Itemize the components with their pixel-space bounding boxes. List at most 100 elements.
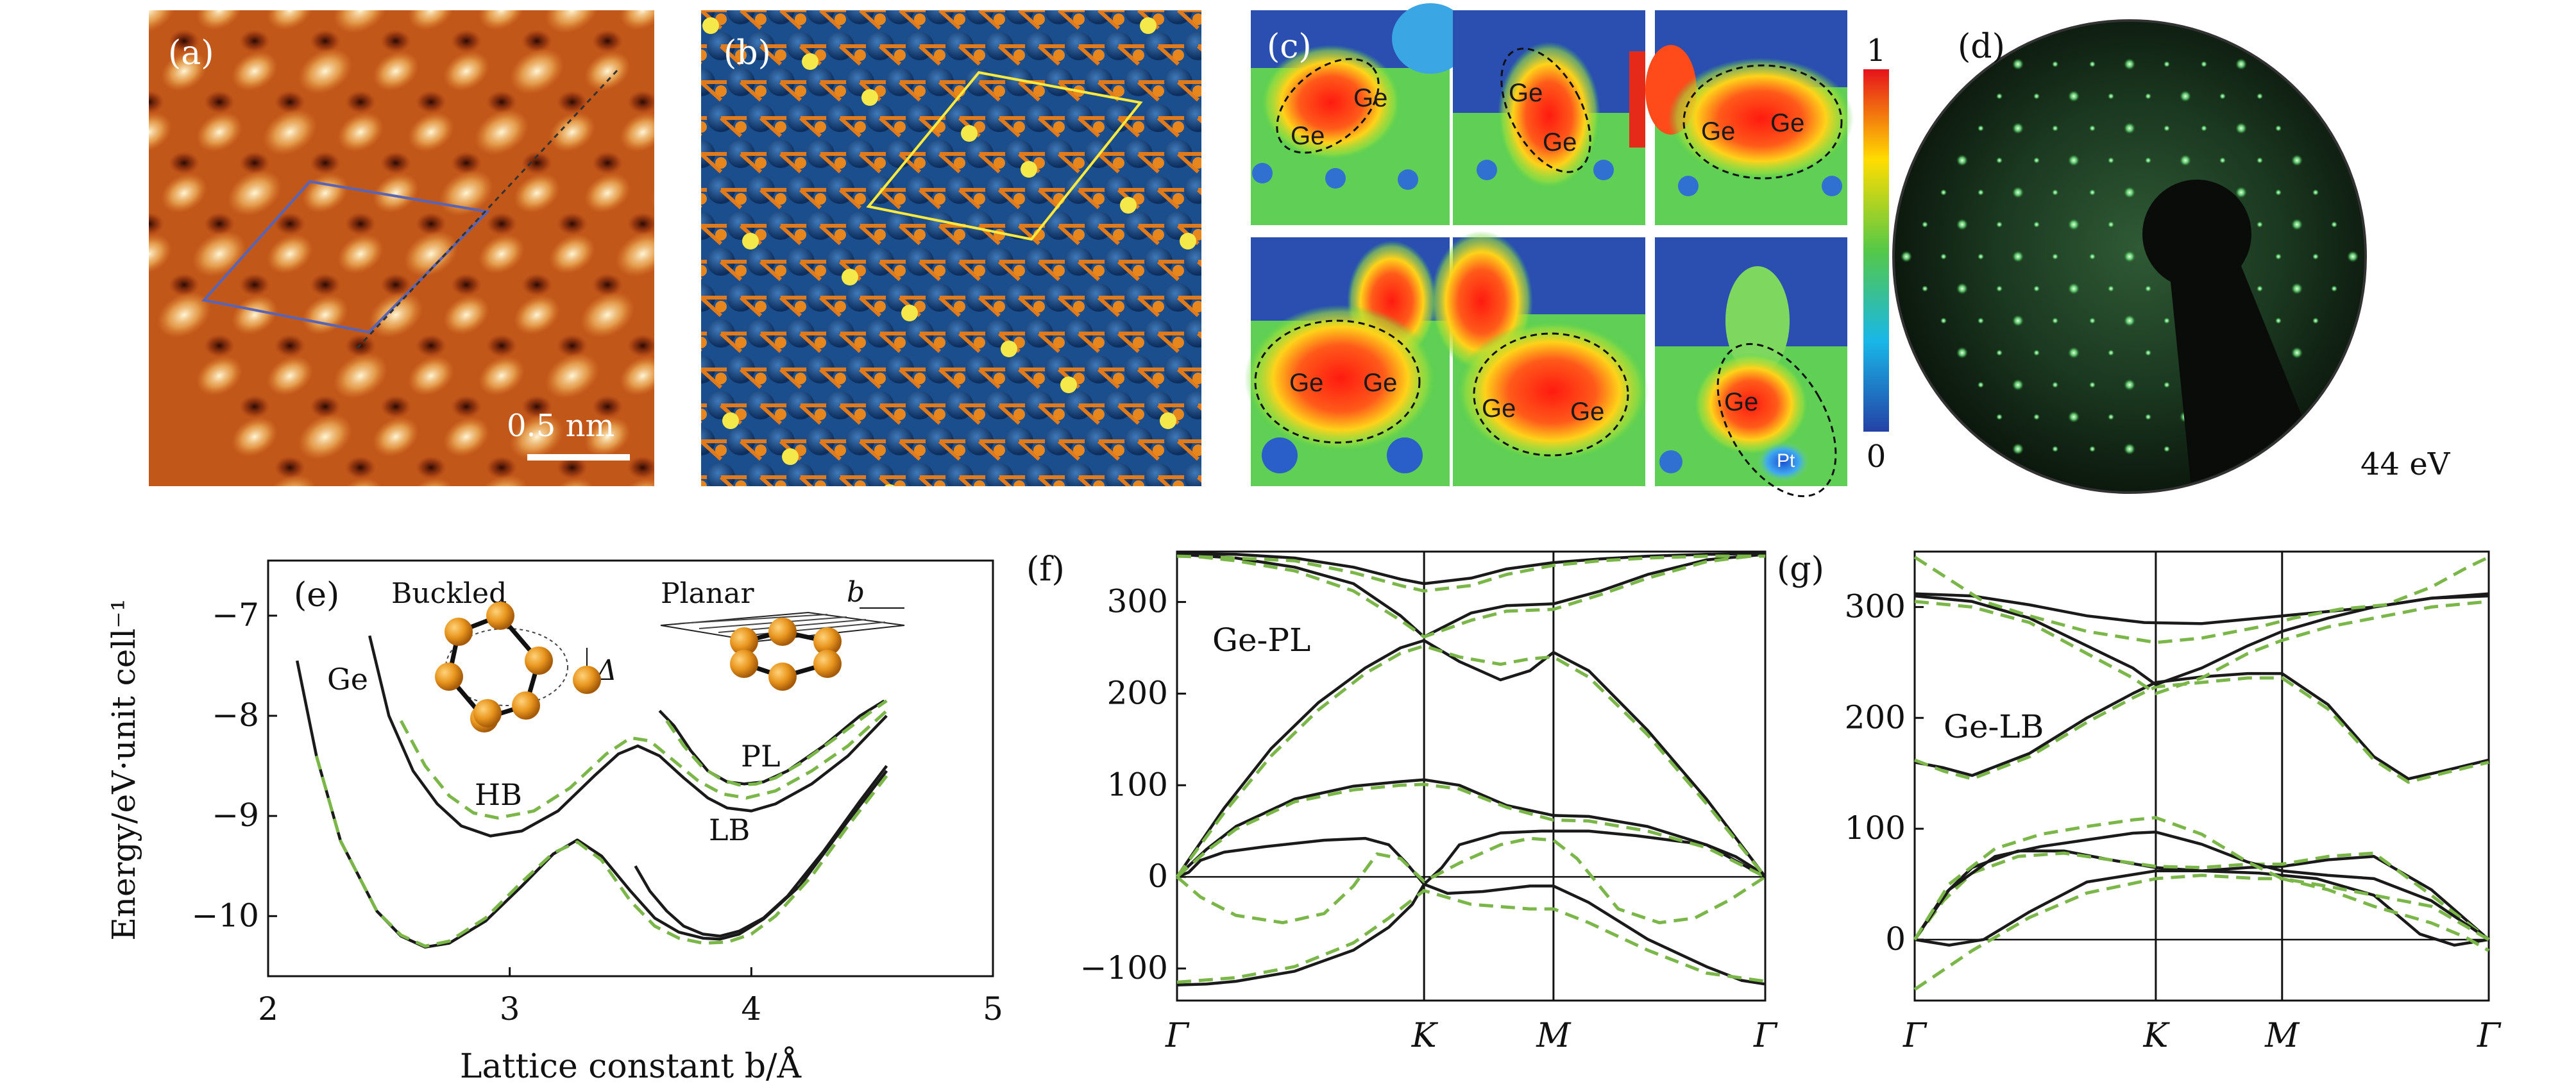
scalebar [527,454,630,461]
inset-structures: Buckled Planar Δ b [391,576,905,732]
atom [768,618,797,646]
ge-atom-label: Ge [1570,398,1604,426]
y-tick-label: −9 [212,797,259,834]
planar-structure: b [660,576,905,691]
series-line [368,635,888,838]
stm-line-cut [353,69,618,353]
series-line [658,699,885,786]
density-tile-5: Ge Ge [1430,231,1648,486]
series-line [1176,639,1767,878]
x-tick-label: 4 [741,990,761,1028]
atom [730,650,758,678]
buckled-structure: Δ [435,602,617,732]
series-line [314,755,888,948]
plot-frame [267,559,994,977]
panel-a-label: (a) [168,34,214,72]
series-line [1914,869,2489,947]
panel-a-stm: (a) 0.5 nm [149,10,654,486]
series-line [1913,555,2490,645]
density-tile-6: Ge Pt [1655,237,1847,498]
panel-label: (f) [1026,550,1065,589]
series-line [1914,676,2489,784]
ge-atom-label: Ge [1770,109,1804,137]
atom [730,627,758,655]
atom [435,663,463,691]
y-tick-label: 200 [1845,698,1906,736]
atom [473,699,502,727]
y-axis-label: Energy/eV·unit cell⁻¹ [105,598,142,940]
chart-e: 2 3 4 5 −10 −9 −8 −7 (e) Ge HB LB PL Energy/eV·unit c… [105,559,1003,1086]
model-atoms [701,10,1201,486]
ge-atom-label: Ge [1509,79,1543,107]
x-tick-label: Γ [2477,1017,2502,1055]
ge-atom-label: Ge [1363,369,1397,397]
series-line [1913,816,2490,942]
series-line [1913,849,2490,941]
curve-annotation: HB [475,777,522,812]
y-tick-label: −10 [191,897,259,934]
density-tile-1: Ge Ge [1251,3,1469,225]
chart-title: Ge-LB [1944,708,2044,745]
atom [768,663,797,691]
chart-title: Ge-PL [1212,622,1310,659]
x-tick-label: Γ [1902,1017,1928,1055]
y-tick-label: 100 [1107,766,1168,803]
density-tile-2: Ge Ge [1453,10,1645,225]
panel-label: (e) [294,576,339,614]
chart-f: Γ K M Γ −100 0 100 200 300 (f) Ge-PL [1026,550,1778,1055]
y-tick-label: 300 [1845,588,1906,625]
y-tick-label: −7 [212,596,259,634]
series-line [1913,851,2490,941]
series-line [1176,554,1765,593]
atom [573,666,601,694]
ge-atom-label: Ge [1701,117,1735,146]
atom [445,618,473,646]
y-tick-label: 200 [1107,674,1168,711]
series-line [1914,594,2489,686]
panel-d-label: (d) [1958,28,2005,66]
panel-c-charge-density: Ge Ge Ge Ge Ge Ge [1244,3,1889,498]
ge-atom-label: Ge [1724,388,1758,416]
ge-atom-label: Ge [1291,122,1325,150]
density-tile-4: Ge Ge [1244,237,1450,486]
x-tick-label: K [1411,1017,1439,1055]
y-tick-label: −100 [1080,949,1168,986]
ge-atom-label: Ge [1289,369,1323,397]
ge-atom-label: Ge [1353,84,1387,112]
y-tick-label: 300 [1107,583,1168,620]
colorbar-min: 0 [1867,439,1886,475]
scalebar-label: 0.5 nm [507,408,614,444]
x-tick-label: M [2264,1017,2300,1055]
panel-b-label: (b) [724,34,771,72]
series-line [1913,831,2490,941]
x-axis-label: Lattice constant b/Å [460,1046,802,1086]
plot-frame [1913,550,2490,1002]
curve-annotation: LB [709,813,750,847]
curve-annotation: PL [741,739,781,774]
x-tick-label: Γ [1753,1017,1778,1055]
series-line [1176,836,1767,925]
x-tick-label: Γ [1165,1017,1190,1055]
series-line [1176,883,1766,986]
series-line [1175,644,1767,878]
series-line [1913,874,2490,991]
atom [486,602,514,630]
model-unit-cell [866,71,1143,241]
series-line [399,709,888,820]
atom [813,650,842,678]
x-tick-label: 2 [258,990,278,1028]
series-line [1914,600,2489,695]
series-line [1176,552,1766,639]
panel-d-leed: (d) 44 eV [1892,19,2451,494]
ge-atom-label: Ge [1482,394,1516,423]
series-line [1176,552,1766,586]
colorbar-max: 1 [1867,33,1886,69]
leed-energy: 44 eV [2360,446,2451,482]
series-line [1176,778,1767,879]
atom [525,647,553,675]
series-line [1914,592,2489,625]
y-tick-label: 0 [1885,920,1906,958]
colorbar [1863,69,1889,432]
atom [512,691,540,720]
